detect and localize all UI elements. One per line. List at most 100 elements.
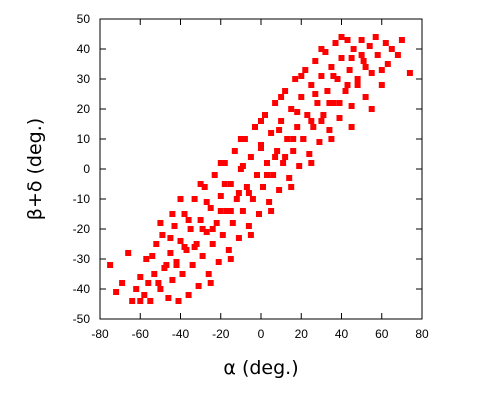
data-point: [270, 172, 277, 178]
data-point: [185, 292, 192, 298]
data-point: [308, 82, 315, 88]
data-point: [203, 229, 210, 235]
data-point: [338, 55, 345, 61]
data-point: [141, 292, 148, 298]
data-point: [181, 211, 188, 217]
data-point: [233, 196, 240, 202]
y-tick-label: -30: [73, 252, 91, 266]
data-point: [197, 217, 204, 223]
data-point: [169, 211, 176, 217]
data-point: [344, 82, 351, 88]
data-point: [284, 136, 291, 142]
data-point: [107, 262, 114, 268]
data-point: [348, 103, 355, 109]
y-tick-label: -40: [73, 282, 91, 296]
data-point: [368, 106, 375, 112]
data-point: [163, 262, 170, 268]
data-point: [215, 259, 222, 265]
data-point: [296, 163, 303, 169]
data-point: [366, 43, 373, 49]
data-point: [179, 271, 186, 277]
data-point: [157, 286, 164, 292]
data-point: [320, 112, 327, 118]
data-point: [362, 64, 369, 70]
data-point: [330, 100, 337, 106]
data-point: [300, 136, 307, 142]
data-point: [227, 256, 234, 262]
data-point: [388, 46, 395, 52]
x-axis-label: α (deg.): [223, 357, 298, 379]
data-point: [310, 124, 317, 130]
data-point: [169, 277, 176, 283]
data-point: [245, 190, 252, 196]
data-point: [354, 76, 361, 82]
data-point: [249, 196, 256, 202]
x-tick-label: 20: [295, 327, 309, 341]
data-point: [155, 280, 162, 286]
data-point: [229, 220, 236, 226]
data-point: [280, 160, 287, 166]
data-point: [338, 34, 345, 40]
data-point: [151, 271, 158, 277]
data-point: [358, 37, 365, 43]
data-point: [266, 199, 273, 205]
x-tick-label: 40: [335, 327, 349, 341]
data-point: [181, 244, 188, 250]
data-point: [268, 130, 275, 136]
data-point: [205, 271, 212, 277]
data-point: [318, 46, 325, 52]
data-point: [185, 217, 192, 223]
data-point: [378, 67, 385, 73]
data-point: [167, 250, 174, 256]
data-point: [398, 37, 405, 43]
data-point: [258, 145, 264, 151]
data-point: [328, 136, 335, 142]
data-point: [177, 196, 184, 202]
data-point: [278, 118, 285, 124]
x-tick-label: -20: [212, 327, 230, 341]
data-point: [282, 154, 289, 160]
data-point: [314, 100, 321, 106]
data-point: [272, 154, 279, 160]
data-point: [235, 235, 242, 241]
data-point: [237, 136, 244, 142]
data-point: [137, 298, 144, 304]
data-point: [149, 253, 156, 259]
data-point: [217, 193, 224, 199]
data-point: [207, 205, 214, 211]
data-point: [147, 298, 154, 304]
data-point: [258, 118, 264, 124]
data-point: [334, 76, 341, 82]
data-point: [195, 283, 202, 289]
data-point: [133, 286, 140, 292]
x-tick-label: -80: [91, 327, 109, 341]
data-point: [241, 136, 248, 142]
data-point: [362, 94, 369, 100]
data-point: [217, 160, 224, 166]
data-point: [294, 109, 301, 115]
x-tick-label: -40: [172, 327, 190, 341]
data-point: [328, 64, 335, 70]
data-point: [211, 172, 218, 178]
data-point: [219, 232, 226, 238]
data-point: [268, 208, 275, 214]
plot-frame: [99, 18, 423, 320]
data-point: [197, 181, 204, 187]
data-point: [191, 244, 198, 250]
data-point: [125, 250, 132, 256]
data-point: [199, 253, 206, 259]
data-point: [358, 52, 365, 58]
y-tick-label: -10: [73, 192, 91, 206]
data-point: [372, 34, 379, 40]
data-point: [318, 73, 325, 79]
data-point: [278, 94, 285, 100]
y-tick-label: 10: [77, 132, 91, 146]
data-point: [221, 181, 228, 187]
data-point: [312, 58, 319, 64]
data-point: [239, 208, 246, 214]
data-point: [145, 280, 152, 286]
data-point: [227, 181, 234, 187]
data-point: [272, 100, 279, 106]
data-point: [382, 40, 389, 46]
data-point: [173, 262, 180, 268]
